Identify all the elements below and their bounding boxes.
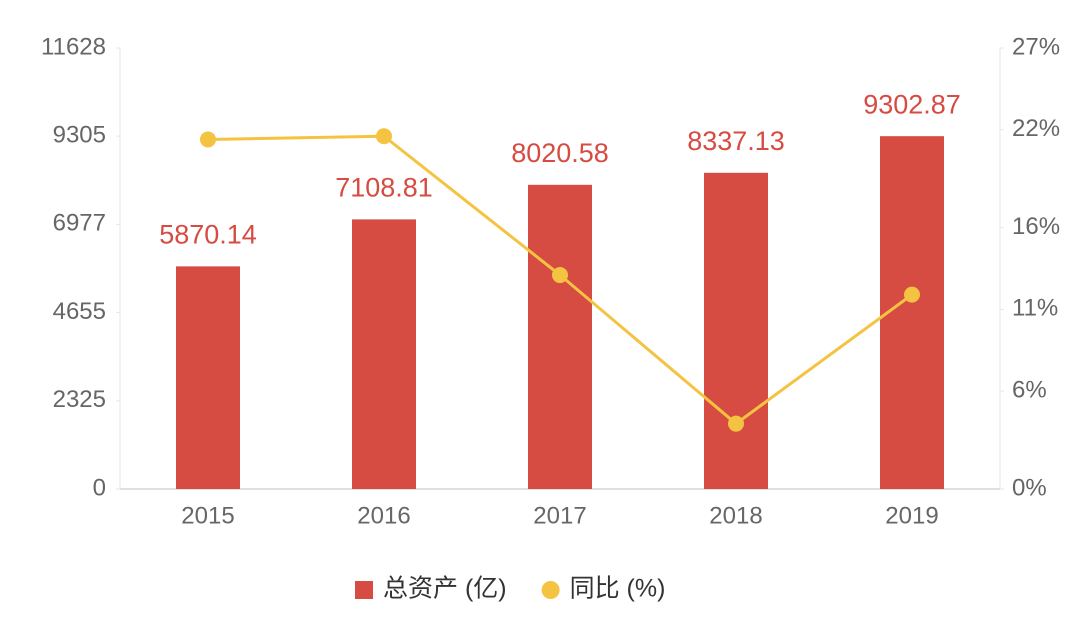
point — [200, 131, 216, 148]
value-label: 5870.14 — [159, 219, 257, 249]
point — [728, 415, 744, 432]
y2-tick-label: 11% — [1012, 295, 1058, 322]
legend-label: 总资产 (亿) — [383, 575, 507, 603]
y-tick-label: 9305 — [53, 121, 106, 148]
bar — [880, 136, 944, 489]
x-tick-label: 2017 — [533, 502, 586, 529]
point — [904, 286, 920, 303]
value-label: 8337.13 — [687, 126, 785, 156]
y-tick-label: 11628 — [41, 33, 106, 60]
point — [376, 128, 392, 145]
legend-label: 同比 (%) — [570, 575, 666, 603]
legend-swatch — [355, 581, 373, 599]
bar — [704, 172, 768, 489]
y2-tick-label: 27% — [1012, 33, 1060, 60]
value-label: 7108.81 — [335, 173, 433, 203]
y-tick-label: 0 — [93, 474, 106, 501]
x-tick-label: 2019 — [885, 502, 938, 529]
y-tick-label: 2325 — [53, 386, 106, 413]
y-tick-label: 6977 — [53, 210, 106, 237]
value-label: 9302.87 — [863, 89, 961, 119]
y2-tick-label: 16% — [1012, 213, 1060, 240]
y2-tick-label: 0% — [1012, 474, 1047, 501]
bar — [528, 184, 592, 490]
value-label: 8020.58 — [511, 138, 609, 168]
x-tick-label: 2016 — [357, 502, 410, 529]
x-tick-label: 2015 — [181, 502, 234, 529]
point — [552, 267, 568, 284]
bar — [352, 219, 416, 489]
legend-swatch — [541, 581, 560, 599]
y2-tick-label: 6% — [1012, 376, 1047, 403]
y2-tick-label: 22% — [1012, 115, 1060, 142]
x-tick-label: 2018 — [709, 502, 762, 529]
y-tick-label: 4655 — [53, 298, 106, 325]
bar — [176, 266, 240, 489]
